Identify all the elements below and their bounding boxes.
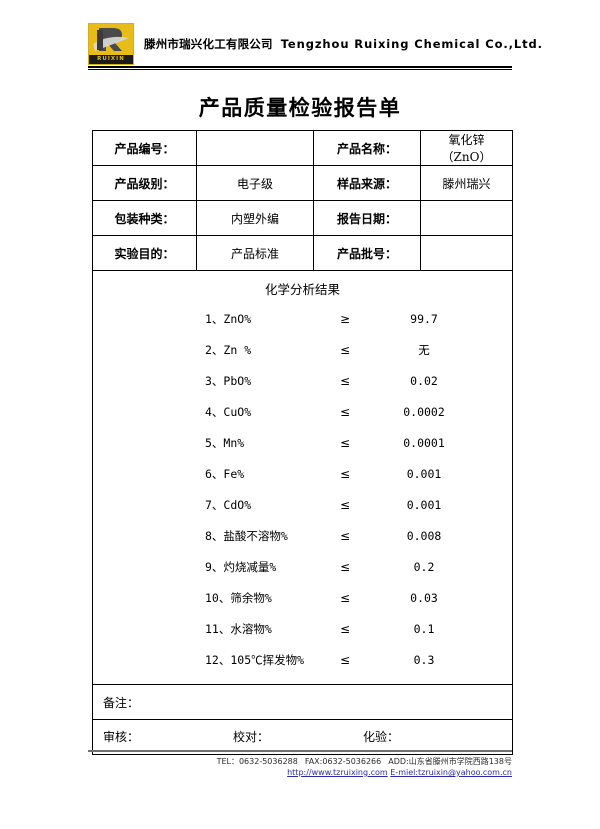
chem-item-name: 11、水溶物% [205, 622, 272, 636]
remarks-row: 备注： [92, 684, 513, 720]
chemical-analysis-list: 1、ZnO% ≥ 99.7 2、Zn % ≤ 无 3、PbO% ≤ 0. [93, 304, 512, 684]
value-test-purpose[interactable]: 产品标准 [196, 235, 314, 271]
chem-item-operator: ≤ [339, 374, 351, 388]
chem-item-value: 0.0002 [403, 405, 445, 419]
chem-item-operator: ≥ [339, 312, 351, 326]
chem-item-name: 4、CuO% [205, 405, 252, 419]
chem-item-value: 无 [418, 343, 430, 357]
value-sample-source[interactable]: 滕州瑞兴 [420, 165, 513, 201]
table-row: 产品级别： 电子级 样品来源： 滕州瑞兴 [92, 165, 513, 201]
company-name-cn: 滕州市瑞兴化工有限公司 [144, 37, 273, 51]
chem-item-operator: ≤ [339, 436, 351, 450]
signature-row: 审核： 校对： 化验： [92, 719, 513, 755]
chem-item-name: 3、PbO% [205, 374, 252, 388]
chem-item-operator: ≤ [339, 529, 351, 543]
value-product-code[interactable] [196, 130, 314, 166]
chem-item-value: 0.1 [413, 622, 435, 636]
letterhead: RUIXIN 滕州市瑞兴化工有限公司 Tengzhou Ruixing Chem… [88, 22, 542, 66]
logo-r-mark [93, 28, 129, 51]
footer-address: ADD:山东省滕州市学院西路138号 [388, 757, 512, 766]
chemical-analysis-heading: 化学分析结果 [264, 282, 340, 297]
chem-item-operator: ≤ [339, 560, 351, 574]
chem-item-value: 0.02 [410, 374, 438, 388]
label-product-code: 产品编号： [92, 130, 197, 166]
footer-web-line: http://www.tzruixing.com E-miel:tzruixin… [88, 767, 512, 778]
list-item: 7、CdO% ≤ 0.001 [93, 490, 512, 521]
chem-item-value: 0.008 [406, 529, 442, 543]
footer-fax: FAX:0632-5036266 [304, 757, 382, 766]
list-item: 8、盐酸不溶物% ≤ 0.008 [93, 521, 512, 552]
label-reviewer[interactable]: 审核： [103, 730, 140, 744]
label-package-type: 包装种类： [92, 200, 197, 236]
footer-tel: TEL：0632-5036288 [216, 757, 298, 766]
chemical-analysis-row: 化学分析结果 1、ZnO% ≥ 99.7 2、Zn % ≤ 无 [92, 270, 513, 685]
footer-website-link[interactable]: http://www.tzruixing.com [287, 768, 388, 777]
label-remarks[interactable]: 备注： [92, 684, 513, 720]
header-divider-thin [88, 69, 512, 70]
value-report-date[interactable] [420, 200, 513, 236]
chem-item-value: 0.001 [406, 498, 442, 512]
company-logo: RUIXIN [88, 23, 134, 65]
list-item: 12、105℃挥发物% ≤ 0.3 [93, 645, 512, 676]
value-product-name[interactable]: 氧化锌（ZnO） [420, 130, 513, 166]
chem-item-value: 0.001 [406, 467, 442, 481]
list-item: 11、水溶物% ≤ 0.1 [93, 614, 512, 645]
header-divider-thick [88, 66, 512, 68]
chem-item-name: 5、Mn% [205, 436, 245, 450]
chem-item-name: 7、CdO% [205, 498, 252, 512]
chem-item-operator: ≤ [339, 405, 351, 419]
footer-email-link[interactable]: E-miel:tzruixin@yahoo.com.cn [390, 768, 512, 777]
footer-contact-line: TEL：0632-5036288 FAX:0632-5036266 ADD:山东省滕… [88, 756, 512, 767]
signature-cell: 审核： 校对： 化验： [92, 719, 513, 755]
label-analyst[interactable]: 化验： [363, 730, 400, 744]
chemical-analysis-cell: 化学分析结果 1、ZnO% ≥ 99.7 2、Zn % ≤ 无 [92, 270, 513, 685]
chem-item-name: 12、105℃挥发物% [205, 653, 305, 667]
table-row: 实验目的： 产品标准 产品批号： [92, 235, 513, 271]
report-table: 产品编号： 产品名称： 氧化锌（ZnO） 产品级别： 电子级 样品来源： 滕州瑞… [92, 130, 513, 755]
chem-item-value: 0.0001 [403, 436, 445, 450]
chem-item-value: 0.3 [413, 653, 435, 667]
chem-item-name: 6、Fe% [205, 467, 245, 481]
value-batch-number[interactable] [420, 235, 513, 271]
footer-divider [88, 750, 512, 752]
chem-item-operator: ≤ [339, 467, 351, 481]
chem-item-operator: ≤ [339, 498, 351, 512]
list-item: 9、灼烧减量% ≤ 0.2 [93, 552, 512, 583]
company-name-en: Tengzhou Ruixing Chemical Co.,Ltd. [280, 37, 543, 51]
list-item: 6、Fe% ≤ 0.001 [93, 459, 512, 490]
table-row: 产品编号： 产品名称： 氧化锌（ZnO） [92, 130, 513, 166]
label-product-grade: 产品级别： [92, 165, 197, 201]
label-test-purpose: 实验目的： [92, 235, 197, 271]
chem-item-name: 10、筛余物% [205, 591, 272, 605]
label-report-date: 报告日期： [313, 200, 421, 236]
footer: TEL：0632-5036288 FAX:0632-5036266 ADD:山东省滕… [88, 756, 512, 778]
chem-item-name: 2、Zn % [205, 343, 252, 357]
label-product-name: 产品名称： [313, 130, 421, 166]
label-batch-number: 产品批号： [313, 235, 421, 271]
table-row: 包装种类： 内塑外编 报告日期： [92, 200, 513, 236]
chem-item-name: 8、盐酸不溶物% [205, 529, 288, 543]
chem-item-operator: ≤ [339, 591, 351, 605]
list-item: 4、CuO% ≤ 0.0002 [93, 397, 512, 428]
page-title: 产品质量检验报告单 [198, 96, 402, 120]
list-item: 2、Zn % ≤ 无 [93, 335, 512, 366]
list-item: 3、PbO% ≤ 0.02 [93, 366, 512, 397]
chem-item-operator: ≤ [339, 343, 351, 357]
chem-item-value: 99.7 [410, 312, 438, 326]
chem-item-value: 0.2 [413, 560, 435, 574]
value-package-type[interactable]: 内塑外编 [196, 200, 314, 236]
chem-item-value: 0.03 [410, 591, 438, 605]
list-item: 10、筛余物% ≤ 0.03 [93, 583, 512, 614]
value-product-grade[interactable]: 电子级 [196, 165, 314, 201]
chem-item-operator: ≤ [339, 622, 351, 636]
chem-item-name: 1、ZnO% [205, 312, 252, 326]
list-item: 1、ZnO% ≥ 99.7 [93, 304, 512, 335]
list-item: 5、Mn% ≤ 0.0001 [93, 428, 512, 459]
label-sample-source: 样品来源： [313, 165, 421, 201]
chem-item-operator: ≤ [339, 653, 351, 667]
label-proofreader[interactable]: 校对： [233, 730, 270, 744]
chem-item-name: 9、灼烧减量% [205, 560, 277, 574]
logo-wordmark: RUIXIN [89, 55, 133, 64]
